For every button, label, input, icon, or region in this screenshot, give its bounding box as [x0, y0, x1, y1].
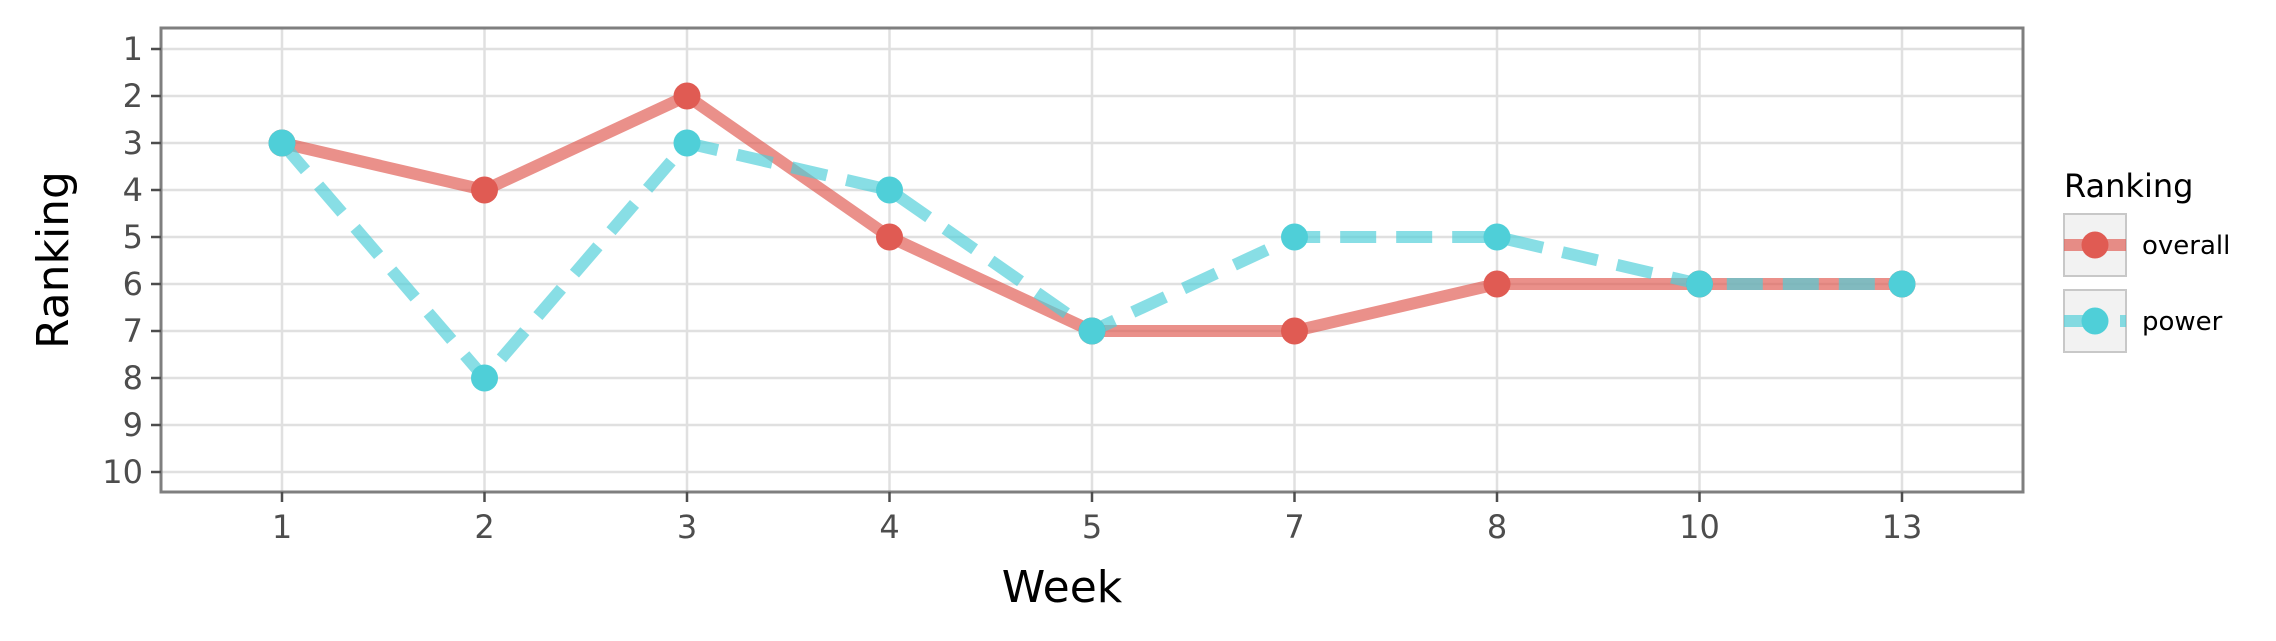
legend-key-point-power — [2081, 307, 2109, 335]
point-overall — [1281, 317, 1308, 345]
x-axis-ticks: 1 2 3 4 5 7 8 10 13 — [272, 492, 1923, 546]
point-overall — [673, 82, 701, 110]
y-tick-label: 7 — [123, 312, 143, 350]
x-tick-label: 5 — [1082, 508, 1102, 546]
y-tick-label: 8 — [123, 359, 143, 397]
x-tick-label: 1 — [272, 508, 292, 546]
point-power — [268, 129, 296, 157]
legend-label-power: power — [2142, 307, 2223, 337]
x-tick-label: 13 — [1882, 508, 1923, 546]
y-axis-title: Ranking — [28, 171, 79, 349]
point-overall — [1483, 270, 1511, 298]
point-power — [1281, 223, 1308, 251]
x-tick-label: 3 — [677, 508, 697, 546]
legend-key-point-overall — [2081, 231, 2109, 259]
x-tick-label: 4 — [879, 508, 899, 546]
x-tick-label: 7 — [1284, 508, 1304, 546]
y-tick-label: 5 — [123, 218, 143, 256]
point-power — [1686, 270, 1713, 298]
point-overall — [471, 176, 498, 204]
point-power — [673, 129, 701, 157]
legend-label-overall: overall — [2142, 231, 2230, 261]
y-tick-label: 4 — [123, 171, 143, 209]
point-power — [876, 176, 903, 204]
point-power — [471, 364, 498, 392]
legend: Ranking overall power — [2063, 167, 2230, 353]
y-tick-label: 6 — [123, 265, 143, 303]
y-tick-label: 2 — [123, 77, 143, 115]
point-power — [1483, 223, 1511, 251]
point-power — [1888, 270, 1916, 298]
x-tick-label: 8 — [1487, 508, 1507, 546]
y-axis-ticks: 1 2 3 4 5 6 7 8 9 10 — [102, 30, 161, 491]
series-points — [268, 82, 1916, 392]
y-tick-label: 1 — [123, 30, 143, 68]
x-axis-title: Week — [1002, 562, 1123, 613]
y-tick-label: 3 — [123, 124, 143, 162]
point-power — [1078, 317, 1106, 345]
x-tick-label: 10 — [1679, 508, 1720, 546]
legend-title: Ranking — [2064, 167, 2193, 205]
x-tick-label: 2 — [474, 508, 494, 546]
y-tick-label: 9 — [123, 406, 143, 444]
point-overall — [876, 223, 903, 251]
y-tick-label: 10 — [102, 453, 143, 491]
